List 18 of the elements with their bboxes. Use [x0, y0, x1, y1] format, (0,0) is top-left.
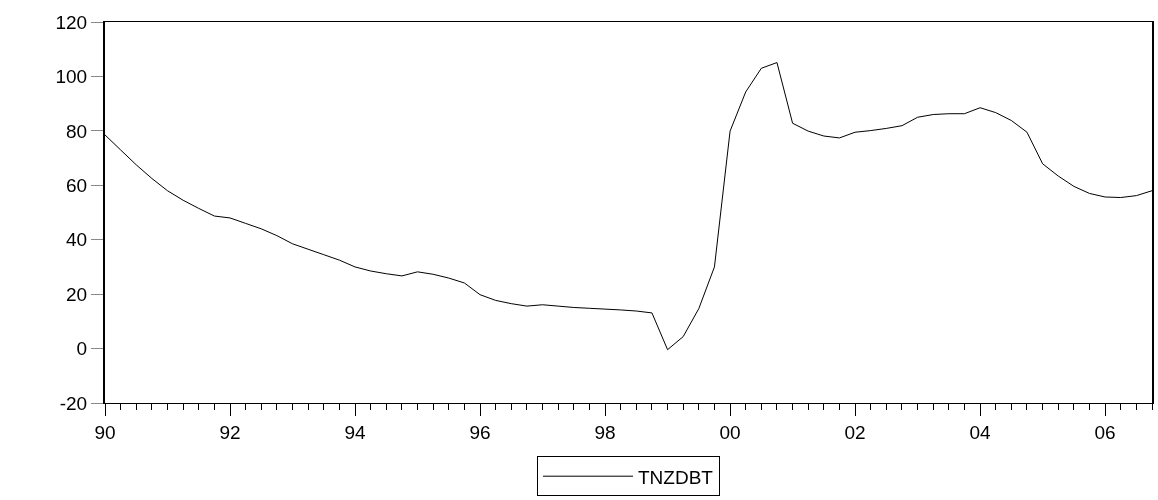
- y-tick-label: 60: [66, 174, 88, 196]
- x-tick-label: 00: [719, 421, 741, 443]
- legend-label: TNZDBT: [638, 466, 714, 488]
- x-tick-label: 94: [344, 421, 367, 443]
- x-tick-label: 04: [969, 421, 992, 443]
- y-tick-label: 40: [66, 229, 88, 251]
- x-tick-label: 06: [1094, 421, 1116, 443]
- x-tick-label: 98: [594, 421, 616, 443]
- y-tick-label: 100: [55, 66, 88, 88]
- x-tick-label: 92: [219, 421, 241, 443]
- y-tick-label: 0: [76, 338, 88, 360]
- y-tick-label: 120: [55, 11, 88, 33]
- x-tick-label: 90: [94, 421, 116, 443]
- x-tick-label: 02: [844, 421, 866, 443]
- y-tick-label: 20: [66, 283, 88, 305]
- x-tick-label: 96: [469, 421, 491, 443]
- y-tick-label: 80: [66, 120, 88, 142]
- y-tick-label: -20: [59, 392, 88, 414]
